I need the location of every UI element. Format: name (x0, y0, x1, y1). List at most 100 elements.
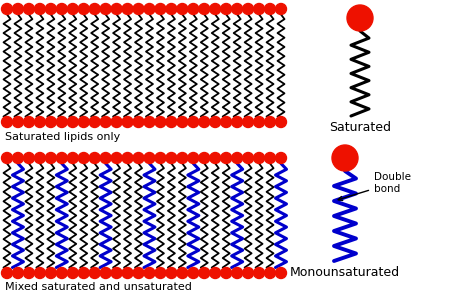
Circle shape (45, 268, 56, 278)
Circle shape (220, 116, 232, 128)
Circle shape (23, 116, 34, 128)
Circle shape (122, 268, 133, 278)
Circle shape (133, 152, 144, 164)
Circle shape (23, 268, 34, 278)
Circle shape (1, 4, 13, 15)
Circle shape (111, 152, 122, 164)
Circle shape (122, 152, 133, 164)
Circle shape (1, 268, 13, 278)
Circle shape (45, 4, 56, 15)
Circle shape (34, 152, 45, 164)
Circle shape (254, 152, 265, 164)
Circle shape (133, 268, 144, 278)
Circle shape (275, 152, 287, 164)
Circle shape (56, 152, 68, 164)
Circle shape (122, 116, 133, 128)
Circle shape (166, 268, 177, 278)
Circle shape (45, 116, 56, 128)
Circle shape (265, 116, 275, 128)
Circle shape (332, 145, 358, 171)
Circle shape (144, 116, 155, 128)
Circle shape (23, 4, 34, 15)
Circle shape (188, 268, 199, 278)
Circle shape (133, 116, 144, 128)
Circle shape (100, 116, 111, 128)
Circle shape (45, 152, 56, 164)
Circle shape (265, 268, 275, 278)
Circle shape (254, 268, 265, 278)
Circle shape (144, 152, 155, 164)
Circle shape (275, 4, 287, 15)
Circle shape (111, 116, 122, 128)
Text: Mixed saturated and unsaturated: Mixed saturated and unsaturated (5, 282, 192, 292)
Circle shape (78, 4, 89, 15)
Circle shape (265, 152, 275, 164)
Circle shape (155, 268, 166, 278)
Circle shape (155, 152, 166, 164)
Circle shape (144, 4, 155, 15)
Circle shape (56, 116, 68, 128)
Circle shape (220, 268, 232, 278)
Circle shape (13, 4, 23, 15)
Circle shape (166, 152, 177, 164)
Circle shape (89, 152, 100, 164)
Circle shape (100, 4, 111, 15)
Circle shape (89, 116, 100, 128)
Circle shape (144, 268, 155, 278)
Circle shape (1, 116, 13, 128)
Circle shape (347, 5, 373, 31)
Circle shape (188, 116, 199, 128)
Circle shape (67, 116, 78, 128)
Circle shape (210, 152, 221, 164)
Circle shape (177, 4, 188, 15)
Circle shape (133, 4, 144, 15)
Circle shape (199, 268, 210, 278)
Circle shape (111, 268, 122, 278)
Circle shape (111, 4, 122, 15)
Circle shape (13, 116, 23, 128)
Circle shape (1, 152, 13, 164)
Circle shape (220, 4, 232, 15)
Circle shape (199, 4, 210, 15)
Circle shape (265, 4, 275, 15)
Circle shape (232, 268, 243, 278)
Circle shape (166, 116, 177, 128)
Circle shape (177, 268, 188, 278)
Circle shape (188, 4, 199, 15)
Circle shape (220, 152, 232, 164)
Text: Saturated: Saturated (329, 121, 391, 134)
Circle shape (155, 4, 166, 15)
Circle shape (78, 152, 89, 164)
Circle shape (275, 116, 287, 128)
Circle shape (67, 4, 78, 15)
Circle shape (56, 4, 68, 15)
Circle shape (254, 4, 265, 15)
Circle shape (210, 116, 221, 128)
Circle shape (232, 4, 243, 15)
Circle shape (210, 4, 221, 15)
Circle shape (23, 152, 34, 164)
Circle shape (199, 152, 210, 164)
Circle shape (243, 4, 254, 15)
Circle shape (13, 268, 23, 278)
Circle shape (243, 116, 254, 128)
Circle shape (166, 4, 177, 15)
Circle shape (199, 116, 210, 128)
Circle shape (89, 4, 100, 15)
Circle shape (13, 152, 23, 164)
Circle shape (254, 116, 265, 128)
Circle shape (188, 152, 199, 164)
Text: Monounsaturated: Monounsaturated (290, 266, 400, 279)
Circle shape (100, 268, 111, 278)
Circle shape (122, 4, 133, 15)
Circle shape (232, 116, 243, 128)
Circle shape (155, 116, 166, 128)
Circle shape (89, 268, 100, 278)
Circle shape (34, 268, 45, 278)
Circle shape (100, 152, 111, 164)
Circle shape (232, 152, 243, 164)
Circle shape (67, 268, 78, 278)
Circle shape (210, 268, 221, 278)
Circle shape (177, 116, 188, 128)
Circle shape (34, 4, 45, 15)
